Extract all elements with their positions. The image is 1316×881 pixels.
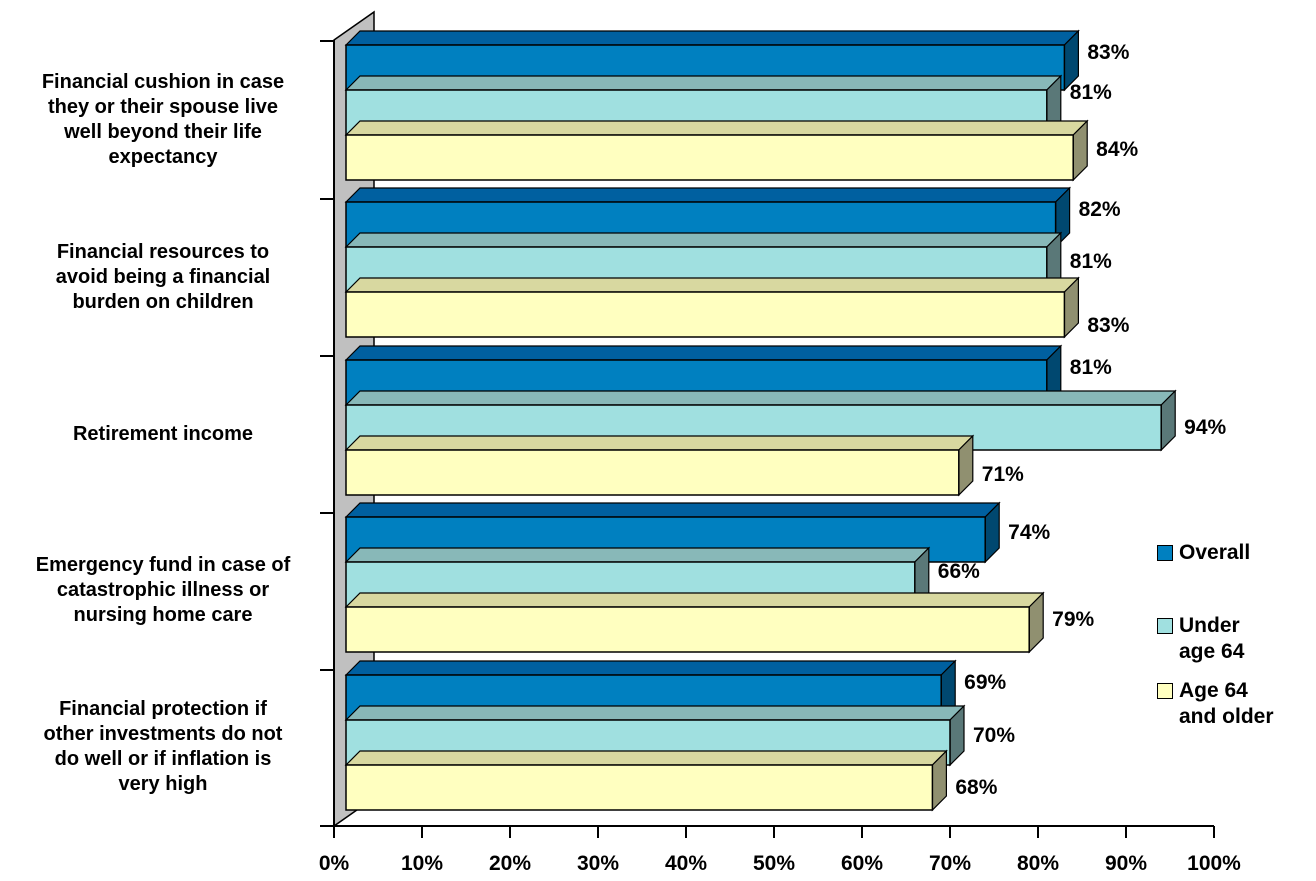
bar-top-overall-0 — [344, 30, 1080, 46]
category-label-line: nursing home care — [73, 603, 253, 626]
category-label-line: well beyond their life — [64, 121, 262, 143]
x-tick-label: 10% — [401, 852, 443, 875]
bar-age-64-and-older-1 — [345, 291, 1066, 338]
category-label-line: other investments do not — [43, 723, 283, 745]
bar-top-age-64-and-older-4 — [344, 750, 948, 766]
bar-age-64-and-older-4 — [345, 764, 934, 811]
category-label-line: Retirement income — [72, 422, 254, 445]
x-tick-label: 30% — [577, 852, 619, 875]
bar-top-age-64-and-older-0 — [344, 120, 1089, 136]
category-label-0: Financial cushion in case they or their s… — [0, 70, 326, 170]
bar-top-under-age-64-1 — [344, 232, 1063, 248]
legend-item-under-age-64: Under age 64 — [1157, 613, 1244, 665]
bar-top-under-age-64-3 — [344, 547, 931, 563]
data-label-under-age-64-3: 66% — [938, 560, 980, 583]
bar-top-overall-4 — [344, 660, 957, 676]
data-label-age-64-and-older-2: 71% — [982, 463, 1024, 486]
bar-top-overall-3 — [344, 502, 1001, 518]
legend-label-age-64-and-older: Age 64 and older — [1179, 679, 1274, 728]
x-tick-label: 50% — [753, 852, 795, 875]
x-tick-label: 80% — [1017, 852, 1059, 875]
data-label-overall-4: 69% — [964, 671, 1006, 694]
x-tick-label: 90% — [1105, 852, 1147, 875]
legend-swatch-overall — [1157, 545, 1173, 561]
category-label-line: Financial resources to — [56, 240, 270, 263]
x-tick-label: 70% — [929, 852, 971, 875]
category-label-line: very high — [118, 773, 208, 795]
data-label-overall-1: 82% — [1079, 198, 1121, 221]
bar-age-64-and-older-2 — [345, 449, 960, 496]
data-label-age-64-and-older-0: 84% — [1096, 138, 1138, 161]
x-tick-label: 60% — [841, 852, 883, 875]
category-label-line: burden on children — [72, 290, 254, 313]
bar-top-overall-2 — [344, 345, 1063, 361]
category-label-line: Emergency fund in case of — [35, 553, 291, 576]
x-tick-label: 0% — [319, 852, 350, 875]
data-label-under-age-64-2: 94% — [1184, 416, 1226, 439]
category-label-2: Retirement income — [0, 422, 326, 447]
data-label-under-age-64-4: 70% — [973, 724, 1015, 747]
category-label-line: do well or if inflation is — [54, 748, 272, 770]
data-label-age-64-and-older-3: 79% — [1052, 608, 1094, 631]
data-label-overall-0: 83% — [1087, 41, 1129, 64]
bar-top-age-64-and-older-1 — [344, 277, 1080, 293]
bar-top-under-age-64-0 — [344, 75, 1063, 91]
bar-top-under-age-64-4 — [344, 705, 966, 721]
legend-item-age-64-and-older: Age 64 and older — [1157, 678, 1274, 730]
category-label-3: Emergency fund in case of catastrophic il… — [0, 553, 326, 628]
x-tick-label: 100% — [1187, 852, 1241, 875]
data-label-under-age-64-1: 81% — [1070, 250, 1112, 273]
data-label-age-64-and-older-4: 68% — [955, 776, 997, 799]
category-label-1: Financial resources to avoid being a fina… — [0, 240, 326, 315]
legend-item-overall: Overall — [1157, 540, 1250, 566]
bar-top-age-64-and-older-2 — [344, 435, 975, 451]
data-label-overall-2: 81% — [1070, 356, 1112, 379]
legend-swatch-under-age-64 — [1157, 618, 1173, 634]
bar-top-age-64-and-older-3 — [344, 592, 1045, 608]
category-label-4: Financial protection if other investments… — [0, 697, 326, 797]
category-label-line: avoid being a financial — [55, 265, 271, 288]
category-label-line: expectancy — [108, 146, 218, 168]
category-label-line: catastrophic illness or — [56, 578, 270, 601]
category-label-line: they or their spouse live — [47, 96, 279, 118]
data-label-under-age-64-0: 81% — [1070, 81, 1112, 104]
data-label-overall-3: 74% — [1008, 521, 1050, 544]
data-label-age-64-and-older-1: 83% — [1087, 314, 1129, 337]
x-tick-label: 40% — [665, 852, 707, 875]
bar-top-overall-1 — [344, 187, 1072, 203]
legend-label-overall: Overall — [1179, 541, 1251, 564]
category-label-line: Financial protection if — [59, 698, 267, 720]
bar-age-64-and-older-0 — [345, 134, 1074, 181]
bar-top-under-age-64-2 — [344, 390, 1177, 406]
x-tick-label: 20% — [489, 852, 531, 875]
bar-age-64-and-older-3 — [345, 606, 1030, 653]
category-label-line: Financial cushion in case — [41, 71, 285, 93]
legend-swatch-age-64-and-older — [1157, 683, 1173, 699]
legend-label-under-age-64: Under age 64 — [1179, 614, 1245, 663]
